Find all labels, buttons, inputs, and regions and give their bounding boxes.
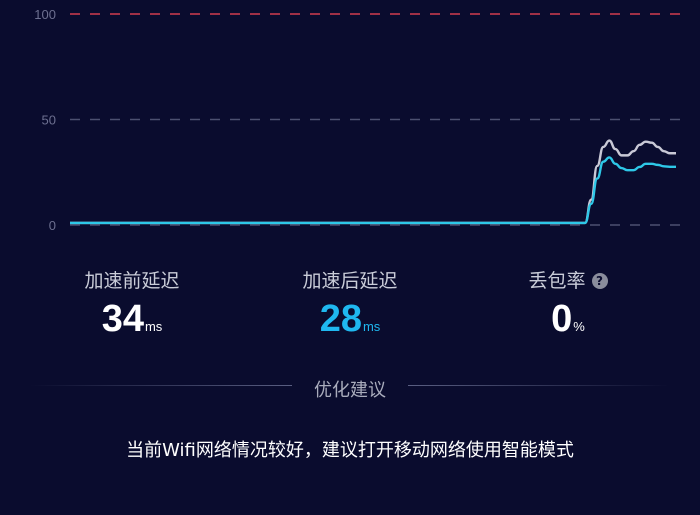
divider-left <box>30 385 292 386</box>
value-unit: ms <box>362 319 381 334</box>
advice-text: 当前Wifi网络情况较好，建议打开移动网络使用智能模式 <box>126 440 574 461</box>
latency-chart: 0 50 100 <box>34 7 680 233</box>
stat-label: 加速后延迟 <box>302 270 398 292</box>
value-number: 34 <box>101 298 144 340</box>
stat-before: 加速前延迟 34ms <box>32 266 232 347</box>
y-tick-label: 0 <box>49 218 56 233</box>
y-tick-label: 100 <box>34 7 56 22</box>
stat-value: 34ms <box>32 299 232 347</box>
value-number: 28 <box>319 298 362 340</box>
section-title: 优化建议 <box>314 380 386 401</box>
series-line-1 <box>69 156 677 225</box>
divider-right <box>408 385 670 386</box>
help-icon[interactable]: ? <box>591 273 608 289</box>
label-text: 丢包率 <box>528 270 586 292</box>
value-unit: % <box>573 319 585 334</box>
stat-label: 加速前延迟 <box>84 270 180 292</box>
value-unit: ms <box>144 319 163 334</box>
stat-value: 0% <box>468 299 668 347</box>
y-tick-label: 50 <box>42 113 56 128</box>
stat-after: 加速后延迟 28ms <box>250 266 450 347</box>
series-line-0 <box>69 139 676 225</box>
stat-packet-loss: 丢包率? 0% <box>468 266 668 347</box>
stat-label: 丢包率? <box>468 266 668 293</box>
stat-value: 28ms <box>250 299 450 347</box>
value-number: 0 <box>551 298 573 340</box>
